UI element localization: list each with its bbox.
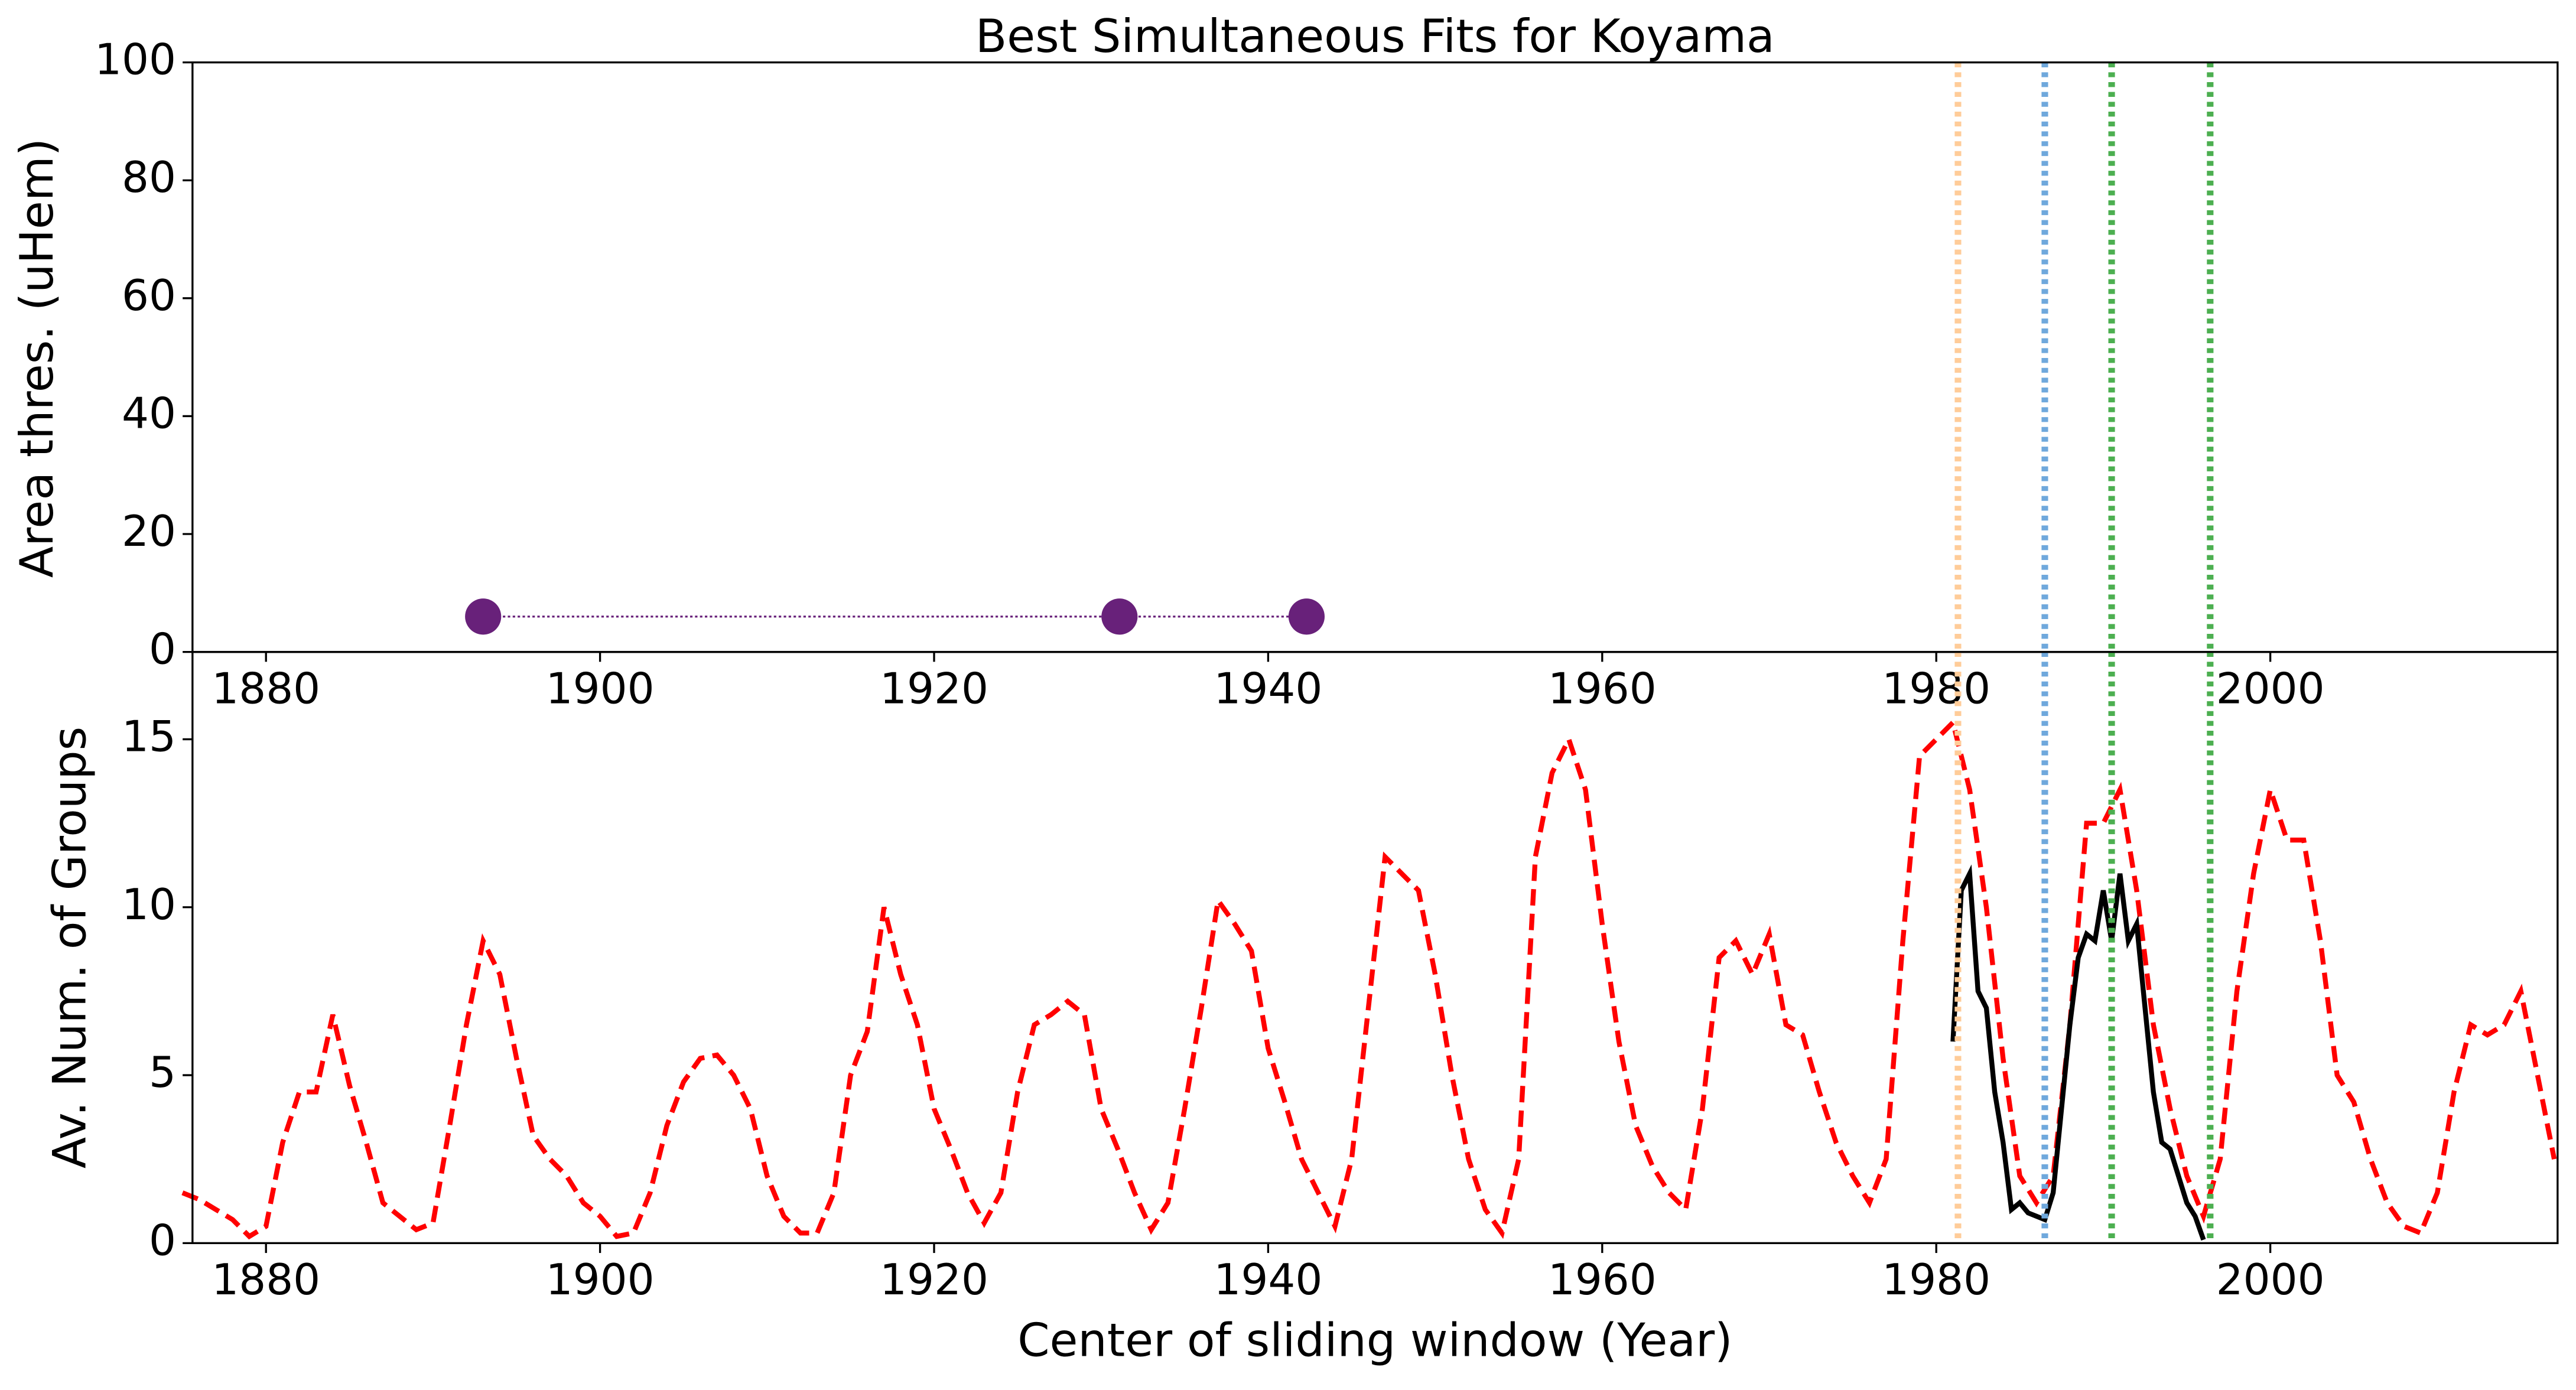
x-tick-label: 1880 — [212, 1255, 320, 1305]
data-line — [1950, 864, 2206, 1241]
y-tick-label: 40 — [122, 389, 176, 438]
x-tick-label: 1900 — [546, 1255, 655, 1305]
x-tick-label: 2000 — [2216, 664, 2325, 714]
y-tick-label: 80 — [122, 153, 176, 203]
data-line — [181, 717, 2557, 1240]
chart-title: Best Simultaneous Fits for Koyama — [975, 10, 1775, 63]
y-axis-label: Av. Num. of Groups — [43, 727, 96, 1168]
x-tick-label: 1920 — [880, 664, 988, 714]
x-axis-label: Center of sliding window (Year) — [1017, 1314, 1732, 1367]
x-tick-label: 2000 — [2216, 1255, 2325, 1305]
y-tick-label: 0 — [149, 625, 176, 675]
y-tick-label: 5 — [149, 1048, 176, 1098]
data-point — [465, 598, 502, 635]
x-tick-label: 1980 — [1882, 664, 1990, 714]
x-tick-label: 1940 — [1214, 1255, 1322, 1305]
y-tick-label: 60 — [122, 271, 176, 321]
y-tick-label: 20 — [122, 507, 176, 556]
plot-frame — [191, 61, 2559, 653]
y-tick-label: 15 — [122, 712, 176, 761]
y-axis-label: Area thres. (uHem) — [11, 138, 64, 578]
x-tick-label: 1960 — [1548, 1255, 1657, 1305]
x-tick-label: 1920 — [880, 1255, 988, 1305]
data-point — [1101, 598, 1138, 635]
y-tick-label: 100 — [95, 35, 176, 85]
data-point — [1288, 598, 1325, 635]
x-tick-label: 1940 — [1214, 664, 1322, 714]
x-tick-label: 1980 — [1882, 1255, 1990, 1305]
y-tick-label: 10 — [122, 880, 176, 930]
x-tick-label: 1960 — [1548, 664, 1657, 714]
plot-frame — [191, 650, 2559, 1245]
x-tick-label: 1880 — [212, 664, 320, 714]
y-tick-label: 0 — [149, 1216, 176, 1265]
x-tick-label: 1900 — [546, 664, 655, 714]
